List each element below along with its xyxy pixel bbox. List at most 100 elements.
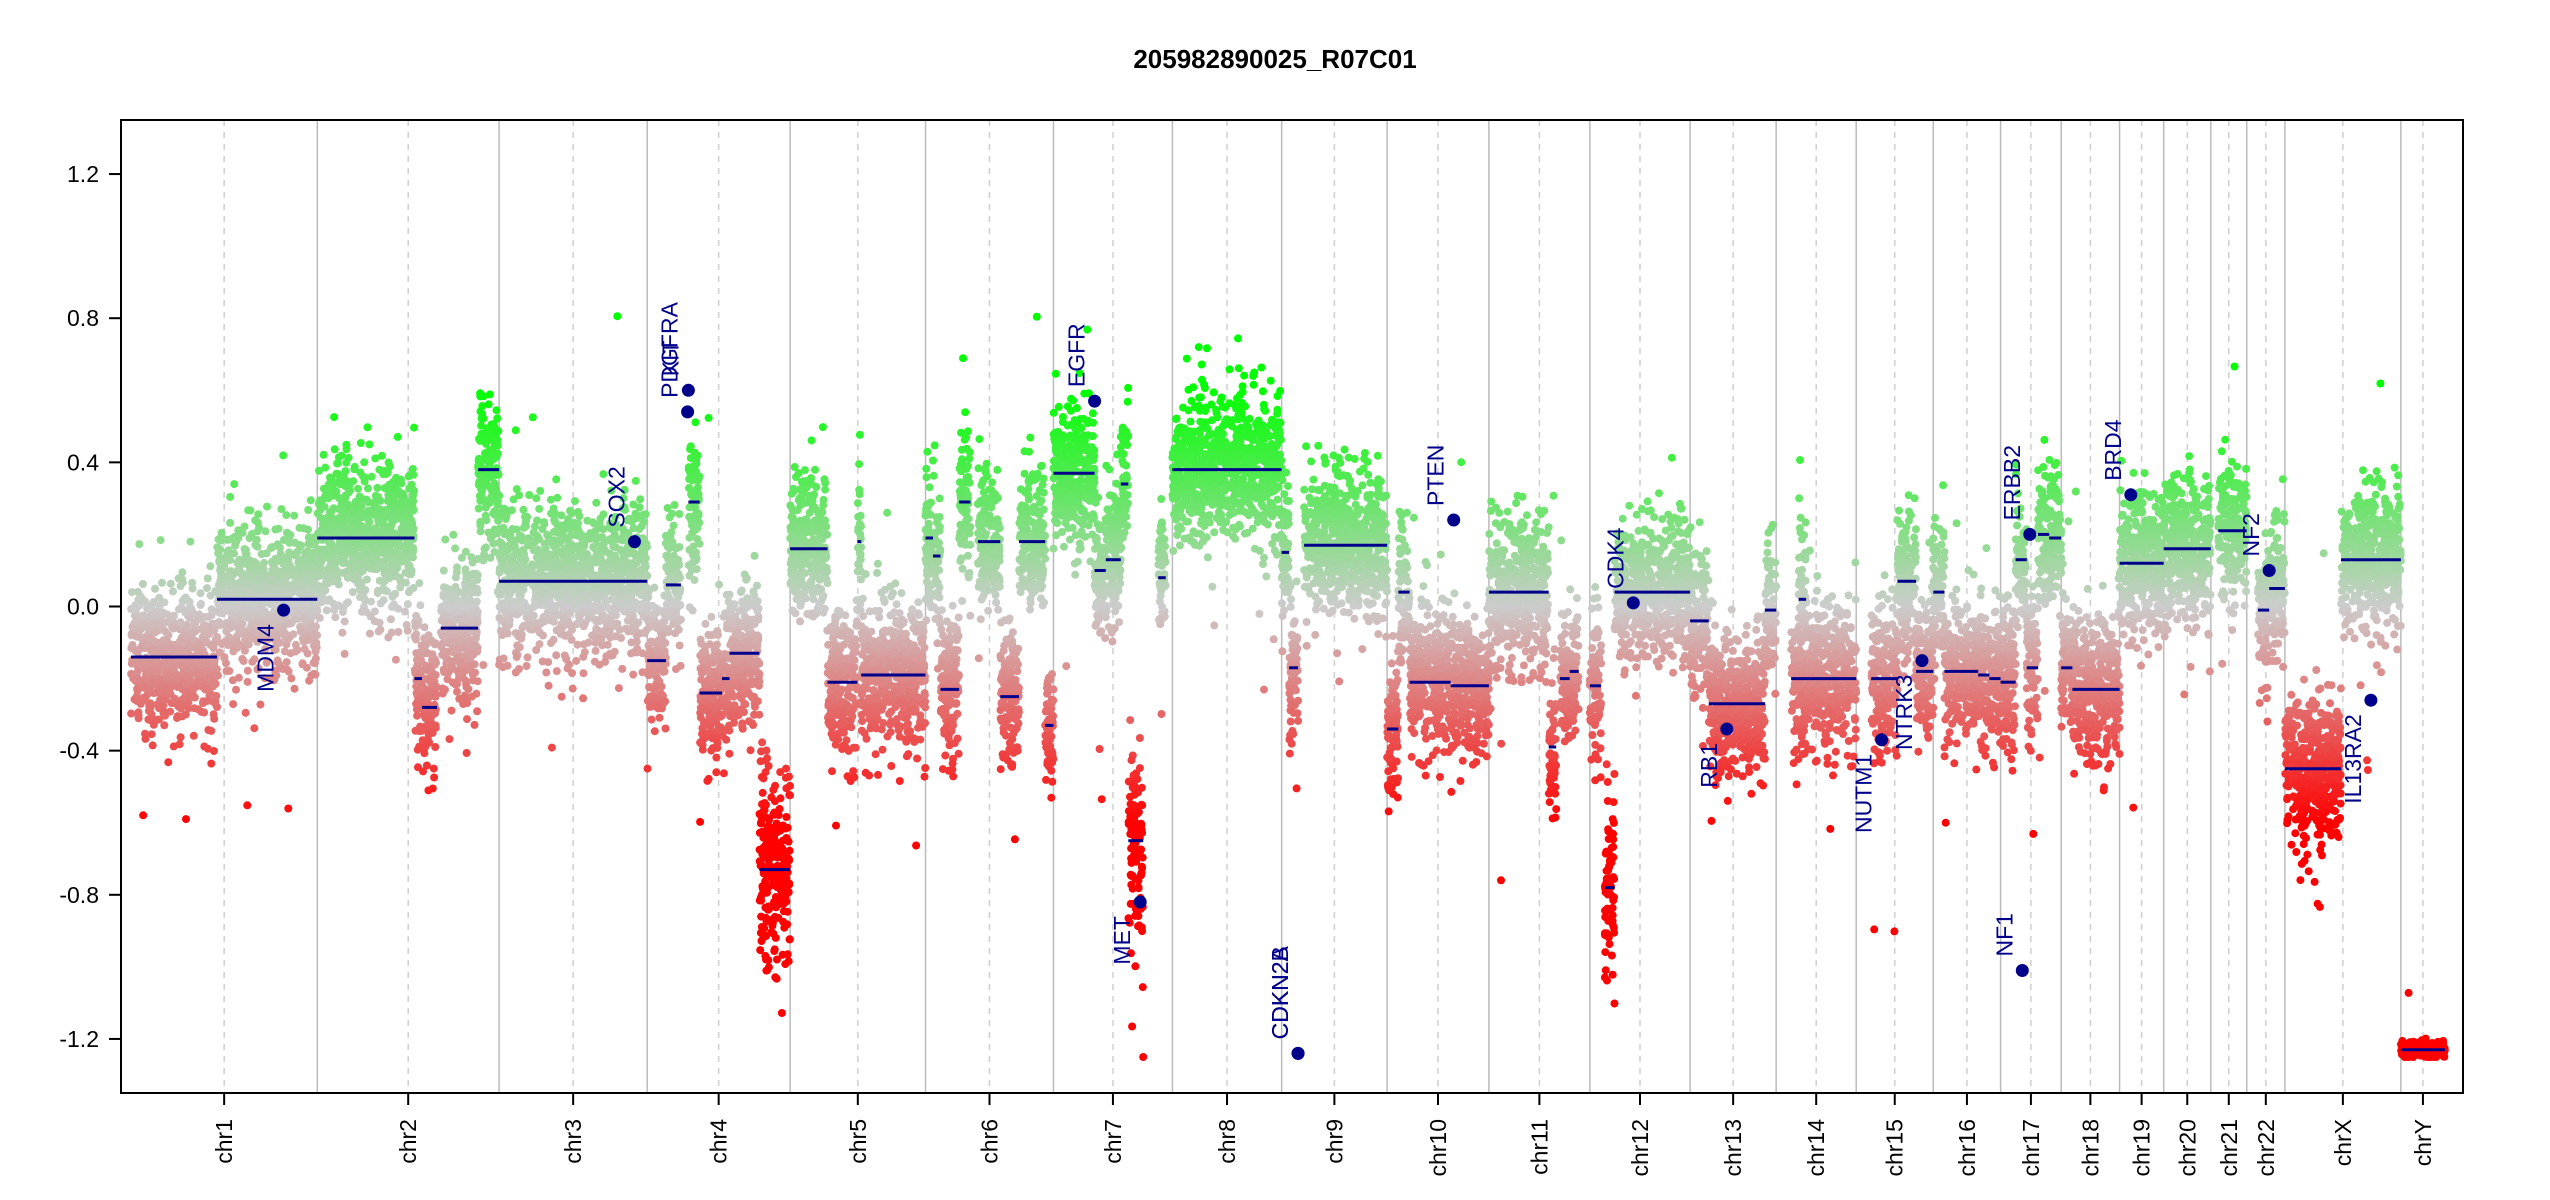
- probe-point: [133, 667, 142, 676]
- probe-point: [456, 659, 465, 668]
- probe-point: [424, 786, 433, 795]
- probe-point: [174, 574, 183, 583]
- probe-point: [439, 566, 448, 575]
- probe-point: [302, 589, 311, 598]
- probe-point: [712, 768, 721, 777]
- probe-point: [230, 480, 239, 489]
- probe-point: [783, 823, 792, 832]
- probe-point: [541, 544, 550, 553]
- probe-point: [637, 591, 645, 599]
- probe-point: [453, 687, 461, 696]
- probe-point: [818, 423, 827, 432]
- probe-point: [533, 531, 542, 540]
- probe-point: [486, 528, 495, 537]
- probe-point: [166, 579, 175, 588]
- probe-point: [503, 661, 512, 670]
- probe-point: [753, 581, 762, 590]
- probe-point: [185, 614, 194, 622]
- probe-point: [381, 484, 390, 492]
- probe-point: [526, 538, 535, 547]
- probe-point: [750, 710, 759, 719]
- probe-point: [474, 504, 483, 513]
- probe-point: [282, 553, 291, 562]
- probe-point: [749, 721, 758, 729]
- probe-point: [140, 683, 149, 692]
- probe-point: [449, 530, 458, 539]
- probe-point: [230, 549, 238, 558]
- probe-point: [388, 558, 397, 567]
- probe-point: [562, 524, 571, 533]
- probe-point: [675, 641, 684, 650]
- probe-point: [650, 610, 659, 618]
- probe-point: [151, 584, 159, 593]
- probe-point: [770, 834, 779, 843]
- probe-point: [592, 551, 601, 560]
- probe-point: [239, 657, 248, 665]
- probe-point: [139, 811, 148, 820]
- probe-point: [769, 929, 778, 938]
- probe-point: [240, 545, 249, 553]
- probe-point: [161, 627, 170, 636]
- probe-point: [336, 514, 345, 523]
- probe-point: [496, 548, 505, 557]
- probe-point: [565, 660, 573, 669]
- probe-point: [149, 720, 158, 729]
- probe-point: [744, 637, 753, 646]
- probe-point: [543, 553, 552, 562]
- probe-point: [552, 667, 561, 676]
- probe-point: [693, 451, 702, 460]
- probe-point: [589, 543, 598, 551]
- probe-point: [650, 727, 659, 736]
- probe-point: [564, 538, 573, 547]
- probe-point: [159, 709, 168, 717]
- probe-point: [374, 527, 383, 536]
- probe-point: [559, 605, 568, 614]
- probe-point: [453, 615, 462, 624]
- probe-point: [451, 582, 460, 591]
- probe-point: [142, 638, 151, 647]
- probe-point: [750, 551, 759, 560]
- probe-point: [568, 669, 577, 678]
- probe-point: [225, 623, 234, 632]
- probe-point: [184, 704, 193, 713]
- probe-point: [522, 603, 531, 612]
- probe-point: [755, 828, 764, 837]
- probe-point: [232, 685, 240, 694]
- probe-point: [542, 668, 551, 677]
- probe-point: [306, 561, 315, 570]
- probe-point: [531, 600, 539, 609]
- probe-point: [201, 667, 210, 676]
- probe-point: [194, 645, 203, 654]
- probe-point: [669, 521, 678, 530]
- probe-point: [415, 579, 424, 588]
- probe-point: [576, 571, 585, 580]
- probe-point: [330, 605, 339, 614]
- probe-point: [431, 743, 440, 751]
- probe-point: [342, 509, 351, 518]
- probe-point: [420, 634, 429, 643]
- probe-point: [472, 619, 481, 628]
- probe-point: [289, 607, 298, 616]
- probe-point: [590, 601, 599, 610]
- probe-point: [616, 564, 625, 573]
- probe-point: [594, 626, 603, 635]
- probe-point: [719, 769, 728, 778]
- probe-point: [470, 720, 479, 729]
- probe-point: [776, 850, 785, 859]
- probe-point: [134, 711, 143, 720]
- probe-point: [782, 784, 791, 793]
- probe-point: [502, 609, 511, 618]
- probe-point: [234, 526, 243, 535]
- probe-point: [391, 655, 400, 664]
- probe-point: [481, 449, 490, 458]
- probe-point: [557, 624, 566, 633]
- probe-point: [627, 617, 636, 626]
- probe-point: [146, 699, 155, 708]
- probe-point: [777, 1009, 786, 1017]
- probe-point: [544, 658, 553, 667]
- probe-point: [380, 561, 389, 570]
- probe-point: [217, 528, 226, 537]
- probe-point: [441, 685, 449, 694]
- probe-point: [142, 660, 151, 669]
- probe-point: [464, 639, 473, 648]
